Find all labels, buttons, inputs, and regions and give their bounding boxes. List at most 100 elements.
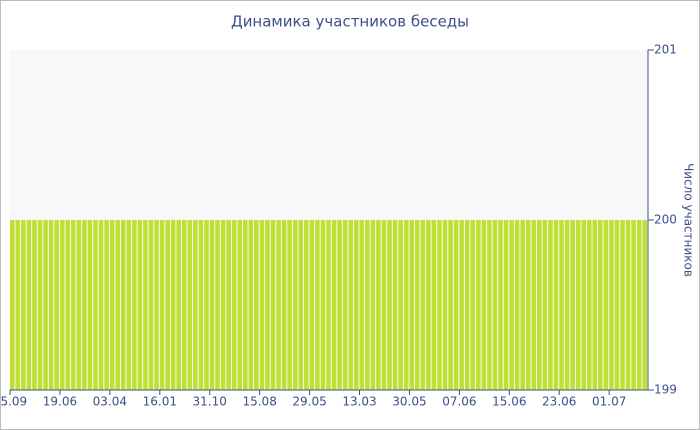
bar <box>609 220 614 390</box>
bar <box>337 220 342 390</box>
bar <box>76 220 82 390</box>
bar <box>104 220 109 390</box>
bar <box>448 220 453 390</box>
bar <box>387 220 392 390</box>
bar <box>120 220 126 390</box>
bar <box>237 220 243 390</box>
bar <box>215 220 220 390</box>
bar <box>87 220 93 390</box>
bar <box>137 220 143 390</box>
bar <box>143 220 148 390</box>
bar <box>603 220 609 390</box>
bar <box>537 220 542 390</box>
bar <box>115 220 120 390</box>
bar <box>437 220 442 390</box>
bar <box>231 220 237 390</box>
bar <box>15 220 21 390</box>
bar <box>398 220 403 390</box>
bar <box>414 220 420 390</box>
bar <box>564 220 570 390</box>
bar <box>559 220 564 390</box>
bar <box>348 220 353 390</box>
bar <box>531 220 537 390</box>
bar <box>82 220 87 390</box>
x-tick-label: 15.08 <box>242 395 276 409</box>
y-tick-label: 201 <box>654 43 677 57</box>
x-tick-label: 07.06 <box>442 395 476 409</box>
bar <box>292 220 298 390</box>
bar <box>59 220 65 390</box>
bar <box>132 220 137 390</box>
x-tick-label: 31.10 <box>193 395 227 409</box>
bar <box>176 220 181 390</box>
bar <box>71 220 76 390</box>
bar <box>26 220 32 390</box>
bar <box>159 220 165 390</box>
bar <box>620 220 625 390</box>
bar <box>270 220 276 390</box>
bar <box>226 220 231 390</box>
x-tick-label: 30.05 <box>392 395 426 409</box>
bar <box>598 220 603 390</box>
bar <box>154 220 159 390</box>
bar <box>170 220 176 390</box>
x-tick-label: 29.05 <box>292 395 326 409</box>
bar <box>37 220 43 390</box>
bar <box>575 220 581 390</box>
bar <box>525 220 531 390</box>
bar <box>287 220 292 390</box>
x-tick-label: 01.07 <box>592 395 626 409</box>
chart-title: Динамика участников беседы <box>231 13 469 31</box>
x-tick-label: 15.06 <box>492 395 526 409</box>
bar <box>403 220 409 390</box>
bar <box>487 220 492 390</box>
bar <box>470 220 476 390</box>
bar <box>365 220 370 390</box>
x-tick-label: 23.06 <box>542 395 576 409</box>
bar <box>65 220 71 390</box>
bar <box>54 220 59 390</box>
bar <box>642 220 647 390</box>
bar <box>498 220 503 390</box>
bar <box>453 220 459 390</box>
bar <box>426 220 431 390</box>
bar <box>304 220 309 390</box>
bar <box>459 220 464 390</box>
bar <box>48 220 54 390</box>
bar <box>220 220 226 390</box>
bar <box>148 220 154 390</box>
bar <box>570 220 575 390</box>
bar <box>586 220 592 390</box>
bar <box>198 220 204 390</box>
bar <box>542 220 548 390</box>
bar <box>509 220 514 390</box>
bar <box>32 220 37 390</box>
y-tick-label: 200 <box>654 213 677 227</box>
bar <box>248 220 254 390</box>
bar <box>315 220 320 390</box>
bar <box>376 220 381 390</box>
x-tick-label: 03.04 <box>93 395 127 409</box>
bar <box>265 220 270 390</box>
bar <box>181 220 187 390</box>
bar <box>10 220 15 390</box>
bar <box>243 220 248 390</box>
bar <box>109 220 115 390</box>
bar <box>553 220 559 390</box>
bar <box>276 220 281 390</box>
bar <box>592 220 598 390</box>
x-tick-label: 19.06 <box>43 395 77 409</box>
bar <box>625 220 631 390</box>
bar <box>636 220 642 390</box>
x-tick-label: 05.09 <box>0 395 27 409</box>
bar <box>298 220 304 390</box>
y-tick-label: 199 <box>654 383 677 397</box>
bar <box>381 220 387 390</box>
bar <box>98 220 104 390</box>
bar <box>331 220 337 390</box>
bar <box>503 220 509 390</box>
bar <box>193 220 198 390</box>
bar <box>370 220 376 390</box>
x-tick-label: 13.03 <box>342 395 376 409</box>
x-tick-label: 16.01 <box>143 395 177 409</box>
